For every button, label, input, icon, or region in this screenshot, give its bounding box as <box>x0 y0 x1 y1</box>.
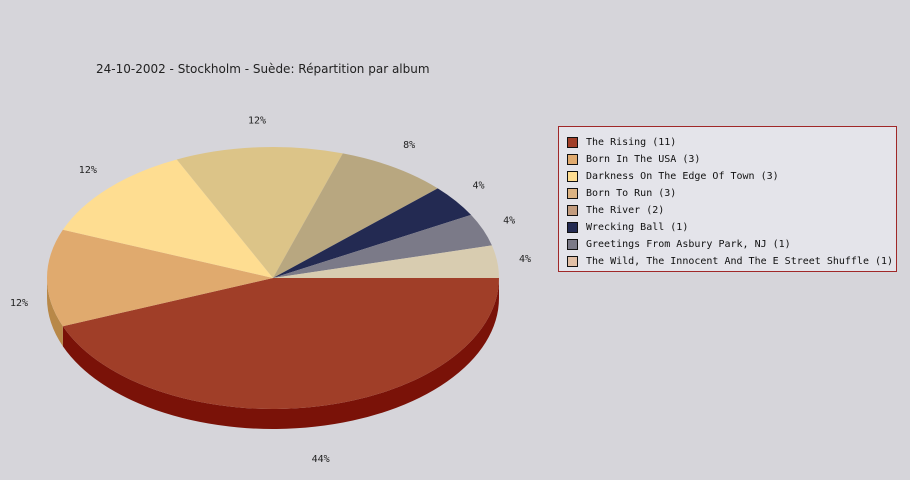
pie-label-3: 12% <box>248 115 266 126</box>
pie-slices <box>47 147 499 410</box>
legend-item: Darkness On The Edge Of Town (3) <box>567 168 896 185</box>
legend-item: Greetings From Asbury Park, NJ (1) <box>567 236 896 253</box>
pie-label-2: 12% <box>79 165 97 176</box>
legend-swatch <box>567 256 578 267</box>
legend-item: Born In The USA (3) <box>567 151 896 168</box>
legend-swatch <box>567 222 578 233</box>
pie-slice-1 <box>47 229 273 327</box>
pie-labels: 44% 12% 12% 12% 8% 4% 4% 4% <box>10 115 531 465</box>
pie-slice-7 <box>273 245 499 278</box>
pie-label-5: 4% <box>472 181 484 192</box>
pie-label-1: 12% <box>10 298 28 309</box>
pie-slice-3 <box>176 147 343 278</box>
pie-label-6: 4% <box>503 215 515 226</box>
pie-side-0 <box>62 278 499 430</box>
pie-slice-5 <box>273 188 472 278</box>
legend-label: Born In The USA (3) <box>586 154 701 165</box>
legend-swatch <box>567 239 578 250</box>
legend-swatch <box>567 137 578 148</box>
legend-item: The Rising (11) <box>567 134 896 151</box>
legend-item: Wrecking Ball (1) <box>567 219 896 236</box>
pie-slice-4 <box>273 153 438 278</box>
legend-swatch <box>567 188 578 199</box>
pie-slice-6 <box>273 214 492 278</box>
legend-swatch <box>567 154 578 165</box>
legend-label: Darkness On The Edge Of Town (3) <box>586 171 779 182</box>
legend-label: The River (2) <box>586 205 665 216</box>
pie-label-4: 8% <box>403 140 415 151</box>
legend-item: The Wild, The Innocent And The E Street … <box>567 253 896 270</box>
pie-label-0: 44% <box>312 454 330 465</box>
legend-item: Born To Run (3) <box>567 185 896 202</box>
legend-swatch <box>567 205 578 216</box>
pie-slice-0 <box>62 278 499 410</box>
pie-slice-2 <box>62 159 273 278</box>
legend-item: The River (2) <box>567 202 896 219</box>
legend-label: The Rising (11) <box>586 137 677 148</box>
pie-side-1 <box>47 278 63 347</box>
pie-label-7: 4% <box>519 254 531 265</box>
chart-title: 24-10-2002 - Stockholm - Suède: Répartit… <box>96 62 430 76</box>
legend-label: Wrecking Ball (1) <box>586 222 689 233</box>
legend-label: The Wild, The Innocent And The E Street … <box>586 256 894 267</box>
legend-swatch <box>567 171 578 182</box>
legend-label: Greetings From Asbury Park, NJ (1) <box>586 239 791 250</box>
chart-legend: The Rising (11) Born In The USA (3) Darkne… <box>558 126 897 272</box>
legend-label: Born To Run (3) <box>586 188 677 199</box>
pie-side-walls <box>47 278 499 430</box>
